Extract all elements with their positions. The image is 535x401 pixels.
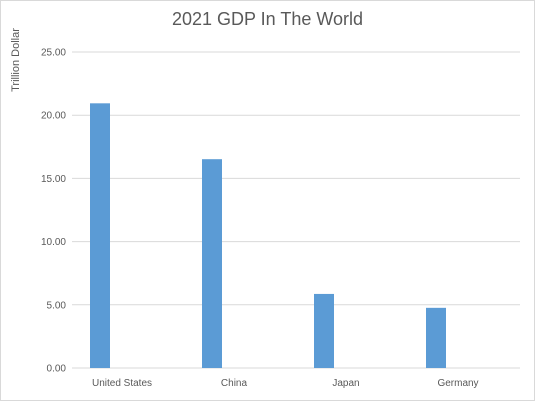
chart-title: 2021 GDP In The World — [171, 9, 364, 29]
y-tick-label: 20.00 — [41, 111, 66, 122]
x-tick-label: Germany — [437, 378, 478, 389]
bar — [90, 103, 110, 369]
gridlines — [72, 51, 520, 369]
y-tick-label: 5.00 — [47, 300, 67, 311]
y-tick-label: 0.00 — [47, 364, 67, 375]
y-tick-labels: 0.00 5.00 10.00 15.00 20.00 25.00 — [41, 48, 66, 375]
x-tick-labels: United States China Japan Germany — [92, 378, 479, 389]
y-tick-label: 10.00 — [41, 237, 66, 248]
x-tick-label: China — [221, 378, 248, 389]
bar — [202, 159, 222, 368]
y-tick-label: 15.00 — [41, 174, 66, 185]
x-tick-label: Japan — [332, 378, 359, 389]
bar — [314, 293, 334, 368]
bar — [426, 307, 446, 368]
bars — [90, 103, 446, 369]
x-tick-label: United States — [92, 378, 152, 389]
y-tick-label: 25.00 — [41, 48, 66, 59]
